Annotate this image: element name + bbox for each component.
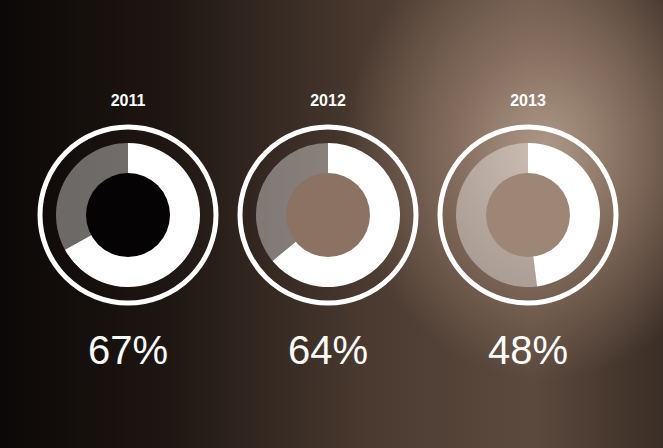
data-label: 48% — [488, 328, 568, 372]
donut-center — [286, 173, 370, 257]
donut-center — [86, 173, 170, 257]
donut-group — [40, 127, 216, 303]
data-label: 64% — [288, 328, 368, 372]
donut-title: 2013 — [510, 92, 546, 109]
donut-title: 2011 — [111, 92, 146, 109]
outer-ring — [240, 127, 416, 303]
donut-arc — [273, 143, 400, 287]
outer-ring — [40, 127, 216, 303]
outer-ring — [440, 127, 616, 303]
donut-arc — [65, 143, 200, 287]
donut-title: 2012 — [310, 92, 346, 109]
donut-group — [240, 127, 416, 303]
donut-group — [440, 127, 616, 303]
donut-center — [486, 173, 570, 257]
data-label: 67% — [88, 328, 168, 372]
chart: 2011 67% 2012 64% 2013 48% — [0, 0, 663, 448]
